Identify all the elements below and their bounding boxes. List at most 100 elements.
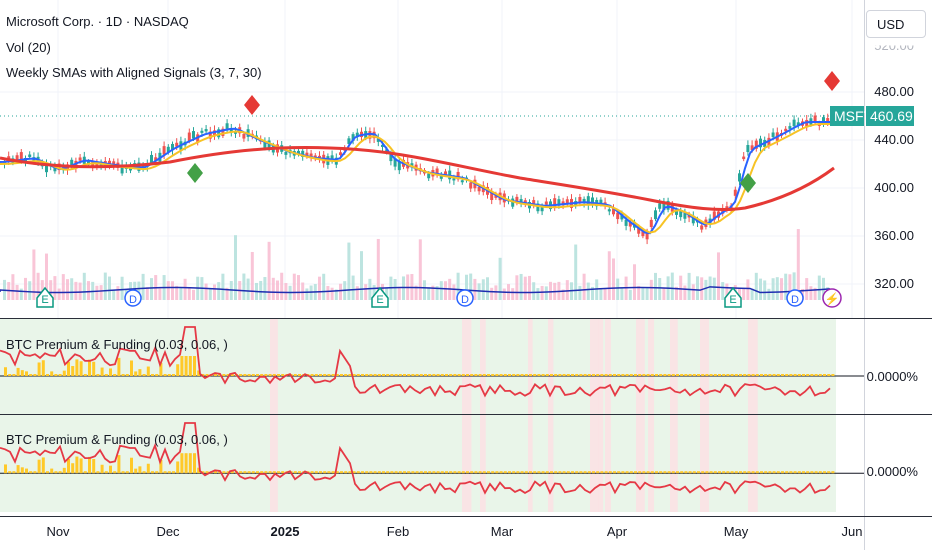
pane-2 bbox=[0, 415, 864, 512]
volume-bar bbox=[691, 284, 695, 300]
funding-bar bbox=[323, 374, 327, 376]
volume-bar bbox=[679, 275, 683, 300]
time-tick-nov: Nov bbox=[46, 524, 70, 539]
funding-bar bbox=[121, 374, 125, 376]
funding-bar bbox=[327, 374, 331, 376]
funding-bar bbox=[272, 374, 276, 376]
price-axis-border bbox=[864, 0, 865, 550]
funding-bar bbox=[478, 374, 482, 376]
volume-bar bbox=[28, 281, 32, 300]
candle-body bbox=[452, 178, 456, 181]
funding-bar bbox=[151, 374, 154, 376]
funding-bar bbox=[743, 374, 747, 376]
candle-body bbox=[658, 203, 662, 209]
funding-bar bbox=[4, 367, 7, 376]
pane-red-band bbox=[670, 319, 678, 414]
volume-bar bbox=[301, 282, 305, 300]
funding-bar bbox=[247, 471, 251, 474]
sma-indicator-label[interactable]: Weekly SMAs with Aligned Signals (3, 7, … bbox=[6, 65, 262, 80]
volume-bar bbox=[213, 284, 216, 300]
funding-bar bbox=[222, 471, 226, 474]
candle-body bbox=[217, 129, 221, 138]
candle-body bbox=[477, 186, 481, 192]
price-tick-360: 360.00 bbox=[874, 228, 914, 243]
candle-body bbox=[19, 152, 23, 161]
funding-bar bbox=[159, 459, 163, 474]
funding-bar bbox=[62, 370, 66, 376]
candle-body bbox=[649, 219, 653, 228]
funding-bar bbox=[373, 374, 377, 376]
volume-bar bbox=[465, 274, 468, 300]
candle-body bbox=[166, 146, 170, 153]
funding-bar bbox=[197, 370, 201, 376]
time-tick-2025: 2025 bbox=[270, 524, 300, 539]
candle-body bbox=[557, 199, 561, 206]
sell-signal-marker bbox=[824, 71, 840, 91]
volume-bar bbox=[481, 279, 485, 300]
funding-bar bbox=[214, 471, 217, 474]
funding-bar bbox=[71, 366, 75, 376]
volume-bar bbox=[250, 251, 254, 300]
funding-bar bbox=[810, 374, 814, 376]
funding-bar bbox=[403, 374, 406, 376]
pane-red-band bbox=[270, 319, 278, 414]
currency-selector[interactable]: USD bbox=[866, 10, 926, 38]
funding-bar bbox=[75, 359, 79, 376]
funding-bar bbox=[537, 471, 541, 474]
pane-red-band bbox=[548, 319, 554, 414]
volume-bar bbox=[82, 272, 86, 300]
candle-body bbox=[444, 171, 447, 175]
pane-red-band bbox=[748, 415, 758, 512]
funding-bar bbox=[671, 471, 675, 474]
funding-bar bbox=[503, 374, 507, 376]
sma-30-line bbox=[0, 146, 835, 212]
indicator-panes[interactable] bbox=[0, 319, 864, 517]
funding-bar bbox=[134, 371, 138, 376]
main-price-chart[interactable]: E D E D E D ⚡ bbox=[0, 0, 864, 318]
funding-bar bbox=[600, 471, 604, 474]
funding-bar bbox=[436, 471, 440, 474]
funding-bar bbox=[419, 471, 423, 474]
volume-bar bbox=[645, 288, 649, 300]
funding-bar bbox=[503, 471, 507, 474]
funding-bar bbox=[281, 471, 285, 474]
chart-title[interactable]: Microsoft Corp. · 1D · NASDAQ bbox=[6, 14, 189, 29]
funding-bar bbox=[554, 374, 558, 376]
funding-bar bbox=[806, 374, 810, 376]
funding-bar bbox=[188, 356, 192, 376]
dividend-marker-shape bbox=[786, 289, 804, 307]
funding-bar bbox=[655, 374, 658, 376]
funding-bar bbox=[344, 471, 348, 474]
pane-2-label[interactable]: BTC Premium & Funding (0.03, 0.06, ) bbox=[6, 432, 228, 447]
funding-bar bbox=[453, 471, 457, 474]
funding-bar bbox=[243, 374, 247, 376]
funding-bar bbox=[41, 360, 45, 376]
funding-bar bbox=[575, 374, 579, 376]
funding-bar bbox=[415, 471, 419, 474]
earnings-marker: E bbox=[724, 286, 742, 308]
candle-body bbox=[662, 201, 666, 211]
funding-bar bbox=[516, 471, 520, 474]
volume-bar bbox=[549, 281, 552, 300]
funding-bar bbox=[104, 471, 108, 474]
candle-body bbox=[347, 138, 351, 144]
candle-body bbox=[15, 155, 19, 161]
funding-bar bbox=[730, 471, 734, 474]
funding-bar bbox=[298, 471, 301, 474]
funding-bar bbox=[713, 374, 717, 376]
candle-body bbox=[213, 130, 216, 137]
funding-bar bbox=[428, 374, 432, 376]
volume-indicator-label[interactable]: Vol (20) bbox=[6, 40, 51, 55]
volume-bar bbox=[612, 258, 615, 300]
buy-signal-marker bbox=[740, 173, 756, 193]
funding-bar bbox=[827, 374, 831, 376]
premium-line bbox=[0, 326, 831, 398]
pane-red-band bbox=[590, 319, 599, 414]
funding-bar bbox=[239, 471, 243, 474]
volume-bar bbox=[145, 287, 149, 300]
earnings-marker: E bbox=[36, 286, 54, 308]
funding-bar bbox=[382, 471, 385, 474]
pane-1-label[interactable]: BTC Premium & Funding (0.03, 0.06, ) bbox=[6, 337, 228, 352]
candle-body bbox=[120, 164, 124, 174]
funding-bar bbox=[440, 374, 444, 376]
